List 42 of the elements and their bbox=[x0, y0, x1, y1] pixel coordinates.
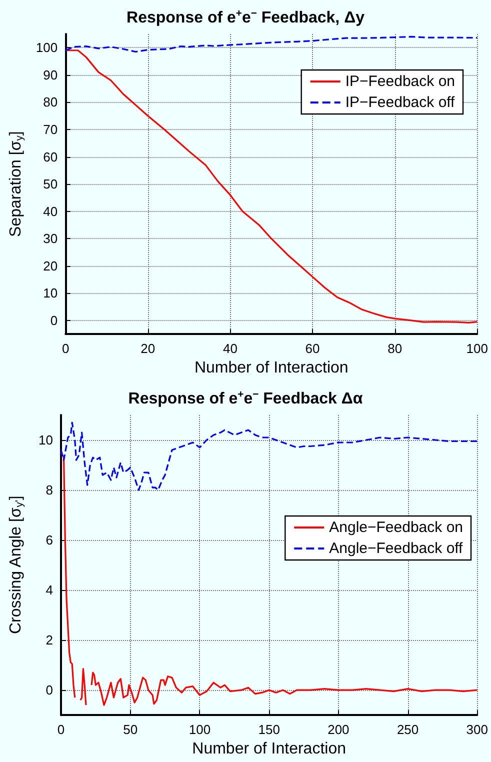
line-series bbox=[64, 50, 478, 324]
x-tick-label: 250 bbox=[396, 722, 419, 738]
y-tick-label: 50 bbox=[43, 176, 58, 192]
y-tick-label: 20 bbox=[43, 258, 58, 274]
chart-title: Response of e+e− Feedback, Δy bbox=[126, 8, 365, 26]
line-series bbox=[64, 36, 478, 53]
y-tick-label: 8 bbox=[46, 482, 53, 498]
y-tick-label: 80 bbox=[43, 94, 58, 110]
x-tick-label: 20 bbox=[140, 341, 156, 356]
y-axis-title: Crossing Angle [σy'] bbox=[8, 496, 26, 634]
y-tick-label: 10 bbox=[38, 432, 53, 448]
y-tick-label: 10 bbox=[43, 286, 58, 301]
x-tick-label: 100 bbox=[466, 341, 488, 356]
legend-label: Angle−Feedback off bbox=[329, 540, 464, 557]
x-tick-label: 50 bbox=[123, 722, 138, 738]
y-axis-title: Separation [σy] bbox=[8, 131, 26, 237]
legend-label: Angle−Feedback on bbox=[329, 519, 464, 536]
y-tick-label: 60 bbox=[43, 149, 58, 164]
y-tick-label: 4 bbox=[46, 582, 53, 598]
y-tick-label: 30 bbox=[43, 231, 58, 246]
y-tick-label: 0 bbox=[50, 312, 58, 328]
y-tick-label: 70 bbox=[43, 122, 58, 137]
legend-label: IP−Feedback on bbox=[345, 73, 456, 90]
x-tick-label: 0 bbox=[62, 341, 70, 356]
y-tick-label: 40 bbox=[43, 204, 58, 219]
y-tick-label: 2 bbox=[46, 632, 53, 648]
y-tick-label: 6 bbox=[46, 532, 53, 548]
x-tick-label: 300 bbox=[466, 722, 488, 738]
y-tick-label: 0 bbox=[46, 682, 53, 698]
x-tick-label: 200 bbox=[328, 722, 350, 738]
x-axis-title: Number of Interaction bbox=[192, 740, 346, 758]
x-tick-label: 40 bbox=[222, 341, 238, 356]
x-tick-label: 100 bbox=[188, 722, 211, 738]
chart-title: Response of e+e− Feedback Δα bbox=[128, 390, 363, 408]
y-tick-label: 100 bbox=[36, 40, 58, 56]
x-tick-label: 150 bbox=[258, 722, 280, 738]
legend-label: IP−Feedback off bbox=[345, 94, 456, 111]
x-tick-label: 60 bbox=[305, 341, 320, 356]
x-axis-title: Number of Interaction bbox=[194, 360, 348, 376]
x-tick-label: 80 bbox=[388, 341, 402, 356]
line-series bbox=[60, 422, 478, 491]
y-tick-label: 90 bbox=[43, 67, 58, 82]
